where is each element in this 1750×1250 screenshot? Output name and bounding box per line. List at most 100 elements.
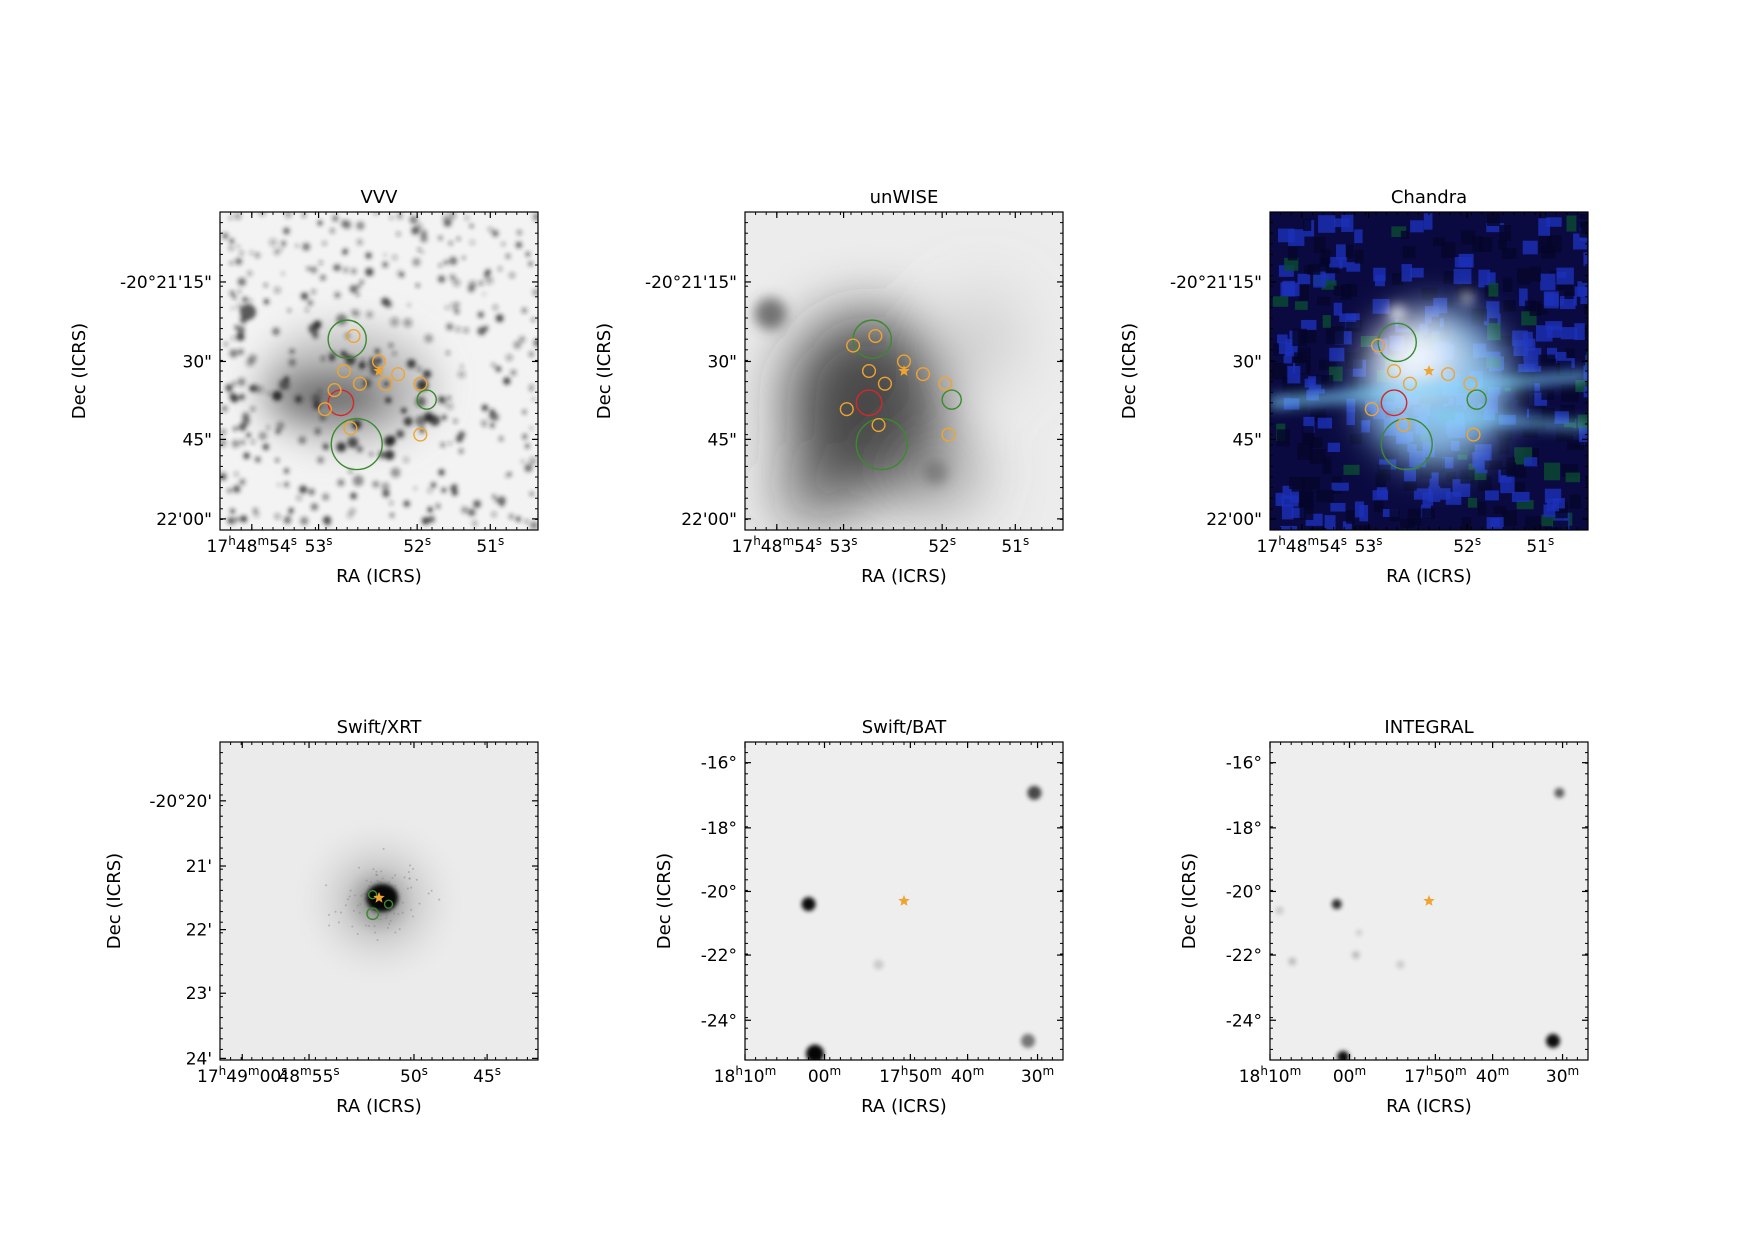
y-tick-label: -20°21'15"	[645, 273, 737, 293]
panel-title: Swift/XRT	[337, 717, 423, 738]
orange-circle-marker	[352, 376, 367, 391]
green-circle-marker	[416, 389, 437, 410]
orange-circle-marker	[839, 402, 854, 417]
target-star-marker	[1423, 895, 1435, 906]
x-tick-label: 51s	[1001, 534, 1029, 557]
minor-ticks	[1270, 742, 1588, 1060]
panel-integral: INTEGRAL 18h10m 00m 17h50m 40m 30m -16° -18° -20…	[1179, 717, 1589, 1117]
y-tick-label: 24'	[186, 1049, 212, 1069]
y-tick-label: -20°	[1226, 882, 1262, 902]
x-tick-label: 17h48m54s	[1257, 534, 1348, 557]
minor-ticks	[745, 212, 1063, 530]
y-axis-label: Dec (ICRS)	[594, 323, 615, 419]
x-tick-label: 45s	[473, 1064, 501, 1087]
x-tick-label: 00m	[808, 1064, 841, 1087]
y-tick-label: 22'00"	[681, 510, 737, 530]
x-tick-label: 53s	[1355, 534, 1383, 557]
orange-circle-marker	[317, 402, 333, 417]
panel-vvv: VVV 17h48m54s 53s 52s 51s -20°21'15" 30" 45" 22'…	[69, 187, 539, 587]
panel-title: unWISE	[870, 187, 939, 208]
y-tick-label: 30"	[183, 352, 212, 372]
panel-title: Chandra	[1391, 187, 1467, 208]
orange-circle-marker	[413, 427, 428, 442]
y-tick-label: -24°	[1226, 1011, 1262, 1031]
x-tick-label: 17h50m	[1404, 1064, 1467, 1087]
x-tick-label: 52s	[1453, 534, 1481, 557]
orange-circle-marker	[336, 363, 352, 379]
y-tick-label: 45"	[708, 430, 737, 450]
green-circle-marker	[941, 389, 962, 410]
x-tick-label: 50s	[400, 1064, 428, 1087]
y-axis-label: Dec (ICRS)	[69, 323, 90, 419]
orange-circle-marker	[938, 376, 953, 391]
orange-circle-marker	[1463, 376, 1478, 391]
orange-circle-marker	[343, 421, 358, 436]
x-axis-label: RA (ICRS)	[336, 566, 422, 587]
panel-title: Swift/BAT	[862, 717, 948, 738]
green-circle-marker	[330, 418, 383, 471]
x-axis-label: RA (ICRS)	[1386, 1096, 1472, 1117]
minor-ticks	[1270, 212, 1588, 530]
x-axis-label: RA (ICRS)	[336, 1096, 422, 1117]
y-tick-label: 45"	[183, 430, 212, 450]
x-tick-label: 00m	[1333, 1064, 1366, 1087]
x-tick-label: 40m	[951, 1064, 984, 1087]
x-tick-label: 40m	[1476, 1064, 1509, 1087]
orange-circle-marker	[941, 427, 956, 442]
green-circle-marker	[1466, 389, 1487, 410]
orange-circle-marker	[861, 363, 877, 379]
orange-circle-marker	[916, 367, 931, 382]
y-tick-label: 22'00"	[1206, 510, 1262, 530]
orange-circle-marker	[378, 376, 393, 391]
green-circle-marker	[367, 889, 378, 900]
markers	[366, 889, 394, 921]
target-star-marker	[898, 895, 910, 906]
x-tick-label: 17h49m00s	[197, 1064, 288, 1087]
y-axis-label: Dec (ICRS)	[654, 853, 675, 949]
y-tick-label: -20°21'15"	[1170, 273, 1262, 293]
markers	[898, 895, 910, 906]
panel-chandra: Chandra 17h48m54s 53s 52s 51s -20°21'15" 30" 45…	[1119, 187, 1589, 587]
x-tick-label: 18h10m	[1239, 1064, 1302, 1087]
y-tick-label: 30"	[708, 352, 737, 372]
x-tick-label: 30m	[1021, 1064, 1054, 1087]
orange-circle-marker	[1364, 402, 1379, 417]
y-tick-label: 45"	[1233, 430, 1262, 450]
target-star-marker	[373, 365, 385, 376]
x-tick-label: 53s	[305, 534, 333, 557]
y-tick-label: -18°	[1226, 819, 1262, 839]
red-circle-marker	[1380, 389, 1408, 417]
y-tick-label: -20°21'15"	[120, 273, 212, 293]
y-tick-label: 30"	[1233, 352, 1262, 372]
orange-circle-marker	[391, 367, 406, 382]
x-tick-label: 17h48m54s	[207, 534, 297, 557]
orange-circle-marker	[1441, 367, 1456, 382]
target-star-marker	[898, 365, 910, 376]
markers	[839, 319, 962, 471]
target-star-marker	[373, 891, 385, 903]
x-tick-label: 17h50m	[879, 1064, 942, 1087]
green-circle-marker	[366, 907, 380, 921]
y-tick-label: 23'	[186, 984, 212, 1004]
y-tick-label: -16°	[701, 754, 737, 774]
markers	[317, 319, 437, 471]
image-area	[220, 742, 538, 1060]
green-circle-marker	[327, 319, 367, 359]
y-tick-label: 22'00"	[156, 510, 212, 530]
panel-title: VVV	[361, 187, 399, 208]
orange-circle-marker	[346, 328, 361, 344]
orange-circle-marker	[1466, 427, 1481, 442]
x-tick-label: 17h48m54s	[732, 534, 823, 557]
x-tick-label: 53s	[830, 534, 858, 557]
orange-circle-marker	[1396, 418, 1411, 433]
y-tick-label: -24°	[701, 1011, 737, 1031]
minor-ticks	[220, 212, 538, 530]
orange-circle-marker	[877, 376, 892, 391]
y-tick-label: -20°	[701, 882, 737, 902]
markers	[1423, 895, 1435, 906]
image-area	[1270, 212, 1588, 530]
markers	[1364, 322, 1487, 471]
panel-swift-bat: Swift/BAT 18h10m 00m 17h50m 40m 30m -16° -18° -2…	[654, 717, 1064, 1117]
y-tick-label: -20°20'	[149, 792, 212, 812]
